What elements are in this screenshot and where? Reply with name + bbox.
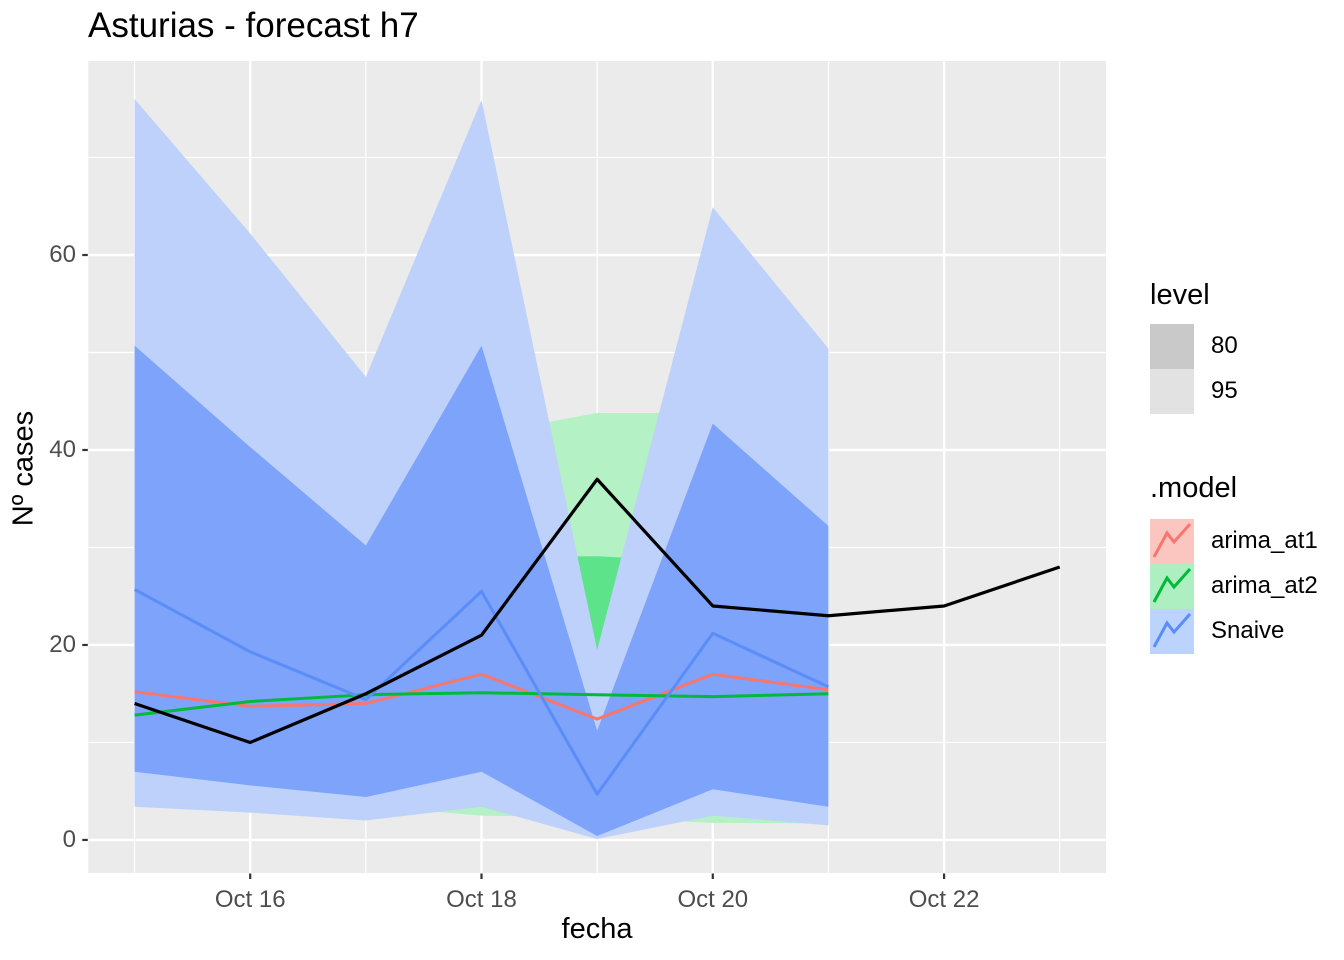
line-arima_at2 (134, 691, 829, 717)
y-tick-label: 20 (49, 630, 76, 658)
legend-zigzag-icon (1152, 523, 1192, 558)
legend-model-label: arima_at2 (1211, 572, 1318, 599)
legend-model-label: Snaive (1211, 617, 1285, 644)
line-arima_at1 (134, 672, 829, 721)
legend-zigzag-icon (1152, 568, 1192, 603)
x-tick-label: Oct 22 (908, 886, 980, 913)
legend-level-swatch-80 (1150, 324, 1194, 369)
legend-zigzag-icon (1152, 613, 1192, 648)
x-tick-label: Oct 18 (446, 886, 517, 913)
legend-model-swatch-arima_at2 (1150, 564, 1194, 609)
legend-model-swatch-Snaive (1150, 609, 1194, 654)
legend-model-title: .model (1150, 472, 1238, 504)
y-tick-label: 40 (49, 435, 76, 463)
legend-level-label: 95 (1211, 377, 1238, 404)
legend-level-title: level (1150, 279, 1210, 311)
line-actual (134, 477, 1061, 745)
y-axis-title: Nº cases (7, 410, 40, 527)
legend-model-swatch-arima_at1 (1150, 519, 1194, 564)
y-tick-label: 60 (49, 241, 76, 268)
legend-model-label: arima_at1 (1211, 527, 1318, 554)
legend-level-label: 80 (1211, 332, 1238, 359)
x-tick-label: Oct 20 (677, 886, 749, 913)
line-snaive (133, 588, 830, 796)
x-axis-title: fecha (561, 913, 633, 945)
plot-title: Asturias - forecast h7 (88, 6, 419, 45)
legend-level-swatch-95 (1150, 369, 1194, 414)
y-tick-label: 0 (62, 825, 76, 853)
x-tick-label: Oct 16 (214, 886, 286, 913)
